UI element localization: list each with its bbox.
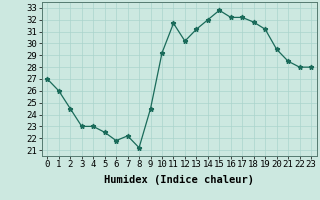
- X-axis label: Humidex (Indice chaleur): Humidex (Indice chaleur): [104, 175, 254, 185]
